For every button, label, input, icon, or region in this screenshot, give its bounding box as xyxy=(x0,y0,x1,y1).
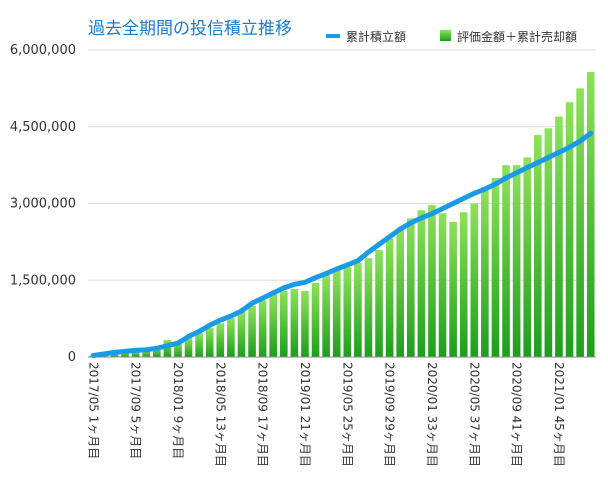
legend-label: 累計積立額 xyxy=(346,29,406,44)
y-tick-label: 3,000,000 xyxy=(10,197,76,212)
bar xyxy=(555,116,563,358)
bar xyxy=(459,212,468,357)
bar xyxy=(152,346,161,357)
bar xyxy=(396,230,405,357)
bar xyxy=(258,300,267,357)
x-tick-label: 2017/05 1ヶ月目 xyxy=(86,362,100,459)
bar xyxy=(481,187,489,357)
bar xyxy=(184,338,193,357)
bar xyxy=(385,238,394,357)
x-tick-label: 2019/01 21ヶ月目 xyxy=(298,362,312,467)
bar xyxy=(565,102,574,357)
legend-label: 評価金額＋累計売却額 xyxy=(457,29,577,44)
bar xyxy=(354,262,362,357)
bar xyxy=(195,332,203,357)
bar xyxy=(121,351,129,357)
x-tick-label: 2019/05 25ヶ月目 xyxy=(340,362,354,467)
bar xyxy=(131,350,140,357)
bar xyxy=(491,177,500,357)
bar xyxy=(237,311,246,357)
bar xyxy=(576,88,584,357)
line xyxy=(90,130,594,358)
bar xyxy=(364,258,373,357)
x-tick-label: 2019/09 29ヶ月目 xyxy=(383,362,397,467)
bar xyxy=(512,165,521,357)
bar xyxy=(343,266,352,357)
bar xyxy=(470,203,479,357)
bar xyxy=(227,318,235,357)
y-tick-label: 4,500,000 xyxy=(10,120,76,135)
x-tick-label: 2021/01 45ヶ月目 xyxy=(552,362,566,467)
bar xyxy=(110,352,119,357)
bar xyxy=(269,294,278,357)
bar xyxy=(523,157,532,357)
bar xyxy=(290,288,299,357)
bar xyxy=(248,305,256,357)
y-tick-label: 1,500,000 xyxy=(10,273,76,288)
bar xyxy=(332,270,341,357)
bar xyxy=(163,340,172,357)
x-tick-label: 2017/09 5ヶ月目 xyxy=(129,362,143,459)
x-tick-label: 2018/01 9ヶ月目 xyxy=(171,362,185,459)
bar xyxy=(205,327,214,357)
bar xyxy=(586,72,595,358)
bar xyxy=(216,323,225,357)
bar xyxy=(544,128,553,357)
x-tick-label: 2020/09 41ヶ月目 xyxy=(510,362,524,467)
bar xyxy=(417,210,426,357)
bar xyxy=(174,341,182,357)
x-tick-label: 2018/09 17ヶ月目 xyxy=(256,362,270,467)
x-tick-label: 2020/01 33ヶ月目 xyxy=(425,362,439,467)
y-tick-label: 0 xyxy=(68,350,76,365)
x-tick-label: 2018/05 13ヶ月目 xyxy=(213,362,227,467)
y-tick-label: 6,000,000 xyxy=(10,43,76,58)
bar xyxy=(322,275,330,357)
bar xyxy=(142,349,151,357)
x-tick-label: 2020/05 37ヶ月目 xyxy=(467,362,481,467)
bar xyxy=(311,282,320,357)
bar xyxy=(375,250,383,357)
bar xyxy=(428,205,436,357)
bar xyxy=(449,221,457,357)
bar xyxy=(502,165,510,357)
bar xyxy=(533,134,542,357)
chart-title: 過去全期間の投信積立推移 xyxy=(88,19,292,39)
bar xyxy=(301,290,309,357)
legend-swatch xyxy=(440,30,451,41)
bar xyxy=(279,290,288,357)
bar xyxy=(438,213,447,357)
bar xyxy=(406,218,415,357)
